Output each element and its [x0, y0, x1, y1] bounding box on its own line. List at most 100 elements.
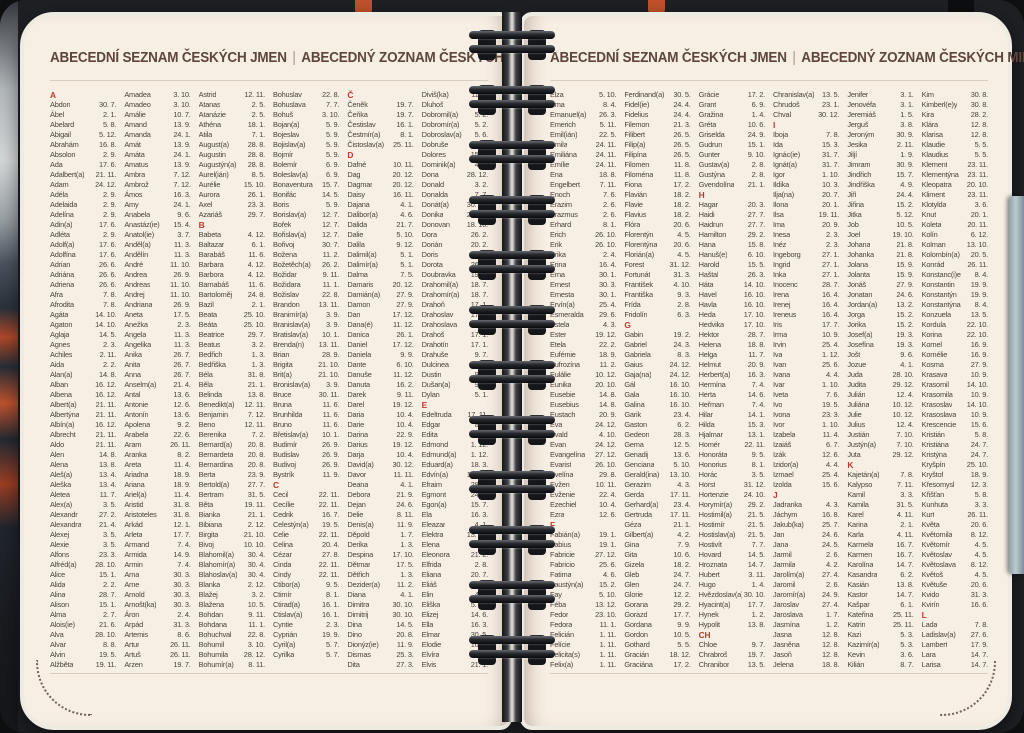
section-letter: H: [699, 190, 765, 200]
name-day-date: 16. 3.: [173, 190, 191, 199]
name-day-date: 5. 9.: [325, 150, 340, 159]
name: Heda: [698, 310, 716, 319]
name-row: Karla 4. 11.: [847, 530, 913, 540]
name-day-date: 14. 7.: [970, 650, 988, 659]
name-day-date: 19. 5.: [822, 400, 840, 409]
name: Ignác(ie): [773, 150, 800, 159]
name: Jerguš: [847, 120, 869, 129]
name-day-date: 31. 3.: [173, 620, 191, 629]
name-day-date: 13. 10.: [669, 470, 691, 479]
name: Blanka: [198, 580, 221, 589]
name: Kordula: [921, 320, 946, 329]
name: Alex(a): [50, 500, 73, 509]
name-day-date: 22. 9.: [396, 430, 414, 439]
name-row: Dajana 4. 1.: [347, 200, 413, 210]
name-day-date: 5. 9.: [325, 120, 340, 129]
name-row: Gordon 10. 5.: [624, 630, 690, 640]
name-day-date: 21. 1.: [673, 520, 691, 529]
name-row: Darius 19. 12.: [347, 440, 413, 450]
name-day-date: 9. 9.: [677, 620, 691, 629]
name: Larisa: [921, 660, 941, 669]
name-row: Arne 30. 3.: [124, 580, 190, 590]
name-row: Chranibor 13. 5.: [699, 660, 765, 670]
name-day-date: 28. 9.: [322, 350, 340, 359]
name-row: Joel 19. 10.: [847, 230, 913, 240]
name: Artuš: [124, 650, 141, 659]
name-row: Hektor 28. 7.: [699, 330, 765, 340]
name-row: Bohumír(a) 8. 11.: [199, 660, 265, 670]
name-day-date: 20. 12.: [392, 170, 414, 179]
name: Ctirad(a): [273, 600, 300, 609]
name-day-date: 9. 7.: [474, 350, 488, 359]
name-row: Edeltruda 17. 11.: [422, 410, 488, 420]
name-day-date: 24. 1.: [173, 150, 191, 159]
name-day-date: 19. 1.: [599, 540, 617, 549]
name-row: Gerazim 4. 3.: [624, 480, 690, 490]
name: Květoš: [921, 570, 944, 579]
name: Bertold(a): [198, 480, 230, 489]
corner-stitching: [940, 660, 996, 716]
name: Erich: [550, 230, 566, 239]
name-row: Dana(é) 11. 12.: [347, 320, 413, 330]
corner-stitching: [36, 660, 92, 716]
name: Božetěch(a): [273, 260, 311, 269]
name: Gustýna: [698, 170, 725, 179]
name: Bedřiška: [198, 360, 226, 369]
name-row: Bohumil 3. 10.: [199, 640, 265, 650]
name-row: Dalibor(a) 4. 6.: [347, 210, 413, 220]
name: Faustýn(a): [550, 580, 584, 589]
name-row: Erazmus 2. 6.: [550, 210, 616, 220]
name-day-date: 19. 9.: [970, 290, 988, 299]
name-row: Eva 24. 12.: [550, 420, 616, 430]
name-day-date: 8. 8.: [102, 640, 117, 649]
name: Elmar: [421, 630, 440, 639]
name-row: Felicita(s) 1. 11.: [550, 650, 616, 660]
name-day-date: 18. 2.: [673, 190, 691, 199]
name-row: Albrecht 21. 11.: [50, 430, 116, 440]
name-row: Fortunát 31. 3.: [624, 270, 690, 280]
name: Konzuela: [921, 310, 951, 319]
name-day-date: 11. 10.: [170, 260, 191, 269]
name: Daniela: [347, 350, 371, 359]
name: Gaston: [624, 420, 647, 429]
name: Barbora: [198, 270, 224, 279]
name-day-date: 7. 5.: [400, 270, 414, 279]
name-day-date: 11. 3.: [173, 340, 191, 349]
name-row: Celestýn(a) 19. 5.: [273, 520, 339, 530]
name-row: Adolfína 17. 6.: [50, 250, 116, 260]
name-row: Kalypso 7. 11.: [847, 480, 913, 490]
name: Dezider(a): [347, 580, 380, 589]
name-row: Alen 14. 8.: [50, 450, 116, 460]
name-day-date: 26. 11.: [170, 440, 191, 449]
name-column: Č Čeněk 19. 7. Čeňka 19. 7. Čestislav 16. 1. Če…: [347, 90, 413, 670]
name: Dagmar: [347, 180, 373, 189]
name: Cinda: [273, 560, 292, 569]
name-row: Adam 24. 12.: [50, 180, 116, 190]
name-row: Dag 20. 12.: [347, 170, 413, 180]
name: Ela: [421, 510, 432, 519]
name-row: Kvido 31. 3.: [922, 590, 988, 600]
name: Božidar: [273, 270, 297, 279]
name: Hana: [698, 240, 716, 249]
name: Judita: [847, 380, 866, 389]
name-day-date: 3. 2.: [251, 340, 265, 349]
section-letter: K: [847, 460, 913, 470]
name: Dag: [347, 170, 361, 179]
name: Aristid: [124, 500, 144, 509]
name: Axel: [198, 200, 213, 209]
name-row: Julián 12. 4.: [847, 390, 913, 400]
name-row: Fatima 4. 6.: [550, 570, 616, 580]
name: Alois(ie): [50, 620, 75, 629]
name-row: Aram 26. 11.: [124, 440, 190, 450]
name-row: Gerda 17. 11.: [624, 490, 690, 500]
name: Bernard(a): [198, 440, 232, 449]
name: Herta: [698, 390, 716, 399]
name-row: Květoš 4. 5.: [922, 570, 988, 580]
name: Krasoslav: [921, 400, 953, 409]
name: Bystrík: [273, 470, 295, 479]
name-day-date: 26. 3.: [599, 110, 617, 119]
name-row: Alina 28. 7.: [50, 590, 116, 600]
name-day-date: 3. 10.: [322, 110, 340, 119]
name-day-date: 27. 7.: [747, 220, 765, 229]
name-day-date: 28. 10.: [95, 630, 117, 639]
